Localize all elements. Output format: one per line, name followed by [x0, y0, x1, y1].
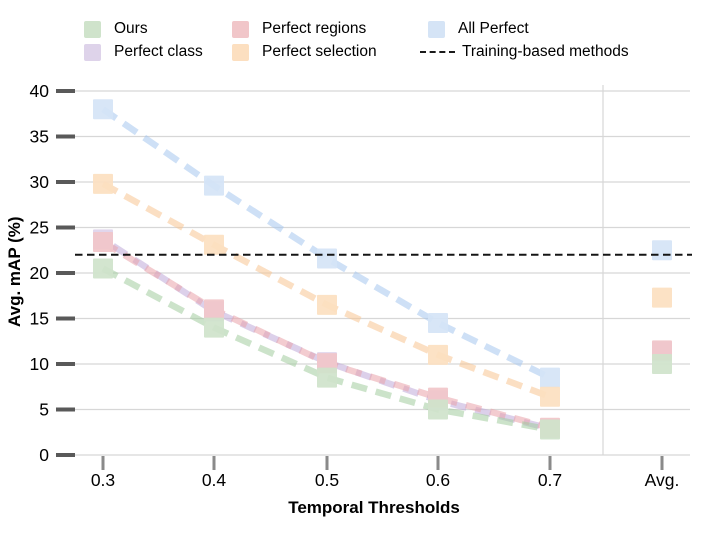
legend-dashed-line-icon	[420, 51, 455, 53]
legend-swatch-icon	[84, 43, 101, 61]
y-tick-label: 20	[30, 263, 50, 283]
marker-perfect-selection-Avg_	[652, 287, 672, 308]
legend-label: Perfect selection	[262, 43, 377, 60]
x-ticks	[101, 456, 664, 470]
legend-label: Ours	[114, 20, 148, 37]
marker-perfect-selection-0_7	[540, 386, 560, 407]
marker-all-perfect-0_4	[204, 175, 224, 196]
y-tick-labels: 0 5 10 15 20 25 30 35 40	[30, 81, 50, 465]
y-tick-label: 35	[30, 127, 49, 147]
x-tick-labels: 0.3 0.4 0.5 0.6 0.7 Avg.	[91, 470, 680, 490]
y-tick-label: 0	[39, 445, 49, 465]
marker-all-perfect-0_5	[317, 248, 337, 269]
marker-all-perfect-0_7	[540, 367, 560, 388]
legend-label: All Perfect	[458, 20, 529, 37]
legend-item-perfect-selection: Perfect selection	[232, 43, 377, 61]
marker-ours-Avg_	[652, 354, 672, 374]
marker-all-perfect-0_6	[428, 313, 448, 334]
x-tick-label: 0.4	[202, 470, 227, 490]
marker-perfect-selection-0_6	[428, 344, 448, 365]
marker-ours-0_6	[428, 399, 448, 420]
y-tick-label: 25	[30, 218, 49, 238]
x-tick-label: 0.7	[538, 470, 562, 490]
legend-item-ours: Ours	[84, 20, 148, 38]
series-line-perfect-regions	[101, 239, 551, 431]
legend-label: Training-based methods	[462, 43, 629, 60]
legend-item-perfect-class: Perfect class	[84, 43, 203, 61]
marker-perfect-selection-0_4	[204, 234, 224, 255]
marker-perfect-selection-0_3	[93, 173, 113, 194]
legend-item-training-based-methods: Training-based methods	[420, 43, 629, 61]
marker-perfect-regions-0_4	[204, 299, 224, 320]
y-tick-label: 5	[39, 400, 49, 420]
series-markers	[93, 99, 672, 440]
marker-perfect-regions-0_3	[93, 232, 113, 253]
marker-all-perfect-Avg_	[652, 240, 672, 261]
y-tick-label: 40	[30, 81, 50, 101]
x-tick-label: 0.6	[426, 470, 450, 490]
legend-item-all-perfect: All Perfect	[428, 20, 529, 38]
legend-item-perfect-regions: Perfect regions	[232, 20, 366, 38]
legend-swatch-icon	[84, 20, 101, 38]
marker-ours-0_7	[540, 419, 560, 440]
y-tick-label: 30	[30, 172, 50, 192]
series-line-all-perfect	[101, 106, 552, 381]
marker-all-perfect-0_3	[93, 99, 113, 120]
marker-ours-0_4	[204, 317, 224, 338]
x-tick-label: 0.5	[315, 470, 339, 490]
legend-label: Perfect regions	[262, 20, 367, 37]
marker-ours-0_3	[93, 258, 113, 279]
x-axis-title: Temporal Thresholds	[288, 498, 460, 517]
x-tick-label: 0.3	[91, 470, 115, 490]
y-tick-label: 10	[30, 354, 50, 374]
x-tick-label: Avg.	[645, 470, 680, 490]
legend-swatch-icon	[232, 20, 249, 38]
series-line-ours	[101, 265, 551, 433]
marker-ours-0_5	[317, 367, 337, 388]
legend-swatch-icon	[428, 20, 445, 38]
y-axis-title: Avg. mAP (%)	[5, 216, 24, 328]
y-tick-label: 15	[30, 309, 49, 329]
legend-label: Perfect class	[114, 43, 203, 60]
marker-perfect-selection-0_5	[317, 294, 337, 315]
legend-swatch-icon	[232, 43, 249, 61]
